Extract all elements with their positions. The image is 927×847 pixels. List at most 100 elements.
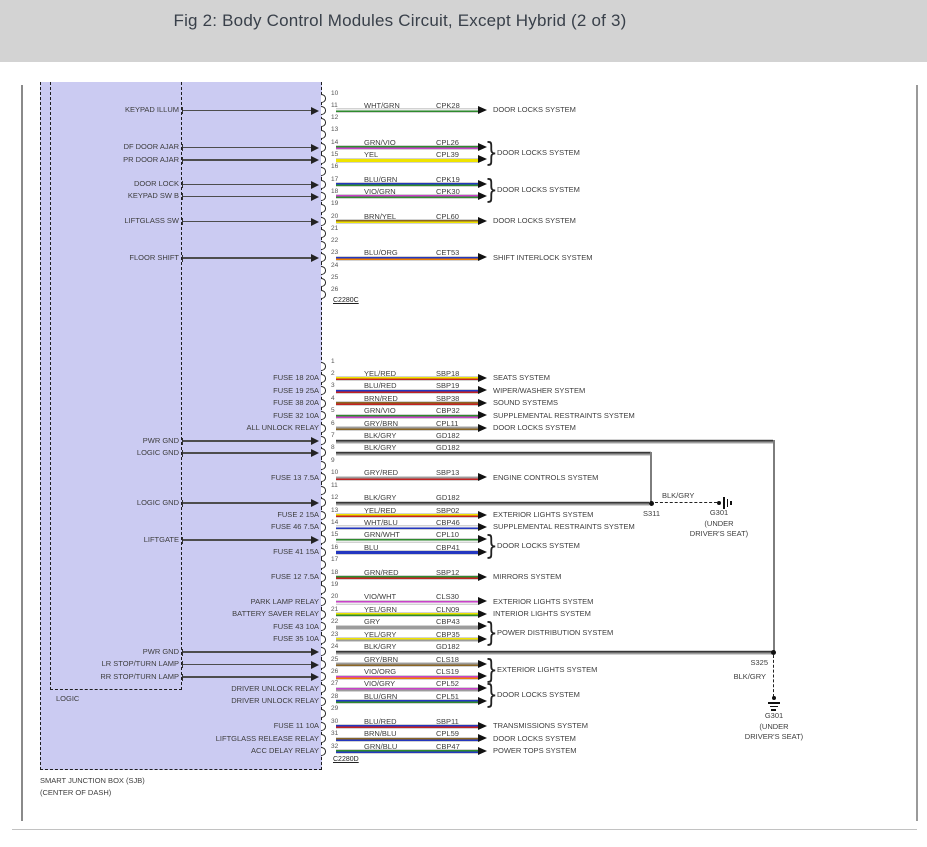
internal-wire-arrow (311, 499, 319, 508)
fuse-relay-label: DRIVER UNLOCK RELAY (231, 683, 319, 693)
pin-connector-arc (320, 167, 326, 177)
system-target-label: DOOR LOCKS SYSTEM (497, 148, 580, 158)
pin-connector-arc (320, 142, 326, 152)
pin-number: 19 (331, 200, 339, 208)
pair-brace: } (485, 616, 498, 648)
ground-wire-vertical (772, 440, 775, 653)
internal-wire-tick (182, 648, 183, 656)
sjb-internal-label: PWR GND (142, 646, 179, 656)
wire-color-label: GRN/VIO (364, 406, 396, 416)
pin-number: 1 (331, 357, 335, 365)
ground-symbol (769, 705, 778, 708)
pin-connector-arc (320, 130, 326, 140)
wire-color-label: GRY (364, 617, 381, 627)
wire-arrow (478, 423, 487, 432)
wire-arrow (478, 386, 487, 395)
fuse-relay-label: FUSE 32 10A (273, 410, 319, 420)
page-frame-bottom (12, 829, 917, 830)
pin-number: 16 (331, 543, 339, 551)
system-target-label: SEATS SYSTEM (493, 373, 550, 383)
pin-connector-arc (320, 386, 326, 396)
wire (336, 402, 478, 406)
wire-color-label: BLU/GRN (364, 691, 398, 701)
sjb-internal-label: DOOR LOCK (133, 179, 179, 189)
logic-box (50, 82, 182, 690)
internal-wire (183, 220, 311, 222)
wire (336, 650, 772, 654)
pin-connector-arc (320, 609, 326, 619)
internal-wire-arrow (311, 180, 319, 189)
system-target-label: DOOR LOCKS SYSTEM (493, 216, 576, 225)
pin-number: 3 (331, 382, 335, 390)
wire-color-label: GRY/BRN (364, 654, 399, 664)
pin-connector-arc (320, 485, 326, 495)
wire-arrow (478, 746, 487, 755)
circuit-code-label: CLS30 (436, 592, 459, 602)
wire-arrow (478, 373, 487, 382)
wire-color-label: YEL/RED (364, 505, 397, 515)
internal-wire-tick (182, 673, 183, 681)
wire-color-label: YEL/RED (364, 368, 397, 378)
fuse-relay-label: BATTERY SAVER RELAY (232, 609, 319, 619)
system-target-label: EXTERIOR LIGHTS SYSTEM (497, 665, 598, 675)
pin-number: 14 (331, 138, 339, 146)
wire-arrow (478, 609, 487, 618)
fuse-relay-label: FUSE 12 7.5A (271, 572, 319, 582)
wire-arrow (478, 572, 487, 581)
pin-connector-arc (320, 118, 326, 128)
pin-number: 28 (331, 692, 339, 700)
pin-connector-arc (320, 535, 326, 545)
pin-number: 5 (331, 407, 335, 415)
circuit-code-label: CPL60 (436, 211, 459, 221)
wire (336, 158, 478, 162)
wire (336, 638, 478, 642)
internal-wire-arrow (311, 449, 319, 458)
wire-color-label: VIO/WHT (364, 592, 397, 602)
pair-brace: } (485, 529, 498, 561)
system-target-label: SUPPLEMENTAL RESTRAINTS SYSTEM (493, 522, 635, 532)
pin-number: 23 (331, 630, 339, 638)
fuse-relay-label: ALL UNLOCK RELAY (246, 423, 319, 433)
wire-color-label: BLU/RED (364, 381, 397, 391)
wire (336, 427, 478, 431)
wire (336, 600, 478, 604)
circuit-code-label: GD182 (436, 431, 460, 441)
pin-number: 6 (331, 419, 335, 427)
page-frame-right (916, 85, 918, 821)
internal-wire-tick (182, 536, 183, 544)
internal-wire-tick (182, 254, 183, 262)
wire-arrow (478, 547, 487, 556)
sjb-internal-label: PR DOOR AJAR (123, 154, 179, 164)
circuit-code-label: GD182 (436, 642, 460, 652)
wire-color-label: BLK/GRY (662, 491, 695, 500)
wire (336, 700, 478, 704)
ground-wire-dashed (655, 502, 717, 503)
circuit-code-label: CPL11 (436, 418, 459, 428)
wire-color-label: YEL/GRN (364, 604, 397, 614)
pin-number: 20 (331, 593, 339, 601)
pin-connector-arc (320, 647, 326, 657)
wire (336, 146, 478, 150)
pin-number: 25 (331, 274, 339, 281)
internal-wire (183, 663, 311, 666)
internal-wire-tick (182, 156, 183, 164)
wire-arrow (478, 696, 487, 705)
circuit-code-label: CPK30 (436, 186, 460, 196)
fuse-relay-label: FUSE 46 7.5A (271, 522, 319, 532)
system-target-label: POWER DISTRIBUTION SYSTEM (497, 628, 614, 638)
wire-arrow (478, 105, 487, 114)
wire (336, 476, 478, 480)
figure-title: Fig 2: Body Control Modules Circuit, Exc… (173, 11, 627, 30)
wire-color-label: BLU/ORG (364, 248, 398, 258)
pin-connector-arc (320, 734, 326, 744)
internal-wire-tick (182, 107, 183, 115)
wire-arrow (478, 672, 487, 680)
wire-color-label: GRY/RED (364, 468, 399, 478)
sjb-internal-label: PWR GND (142, 435, 179, 445)
internal-wire-arrow (311, 192, 319, 201)
fuse-relay-label: FUSE 19 25A (273, 385, 319, 395)
pin-number: 22 (331, 237, 339, 245)
fuse-relay-label: FUSE 41 15A (273, 547, 319, 557)
fuse-relay-label: PARK LAMP RELAY (250, 596, 319, 606)
wire-color-label: BRN/RED (364, 393, 398, 403)
